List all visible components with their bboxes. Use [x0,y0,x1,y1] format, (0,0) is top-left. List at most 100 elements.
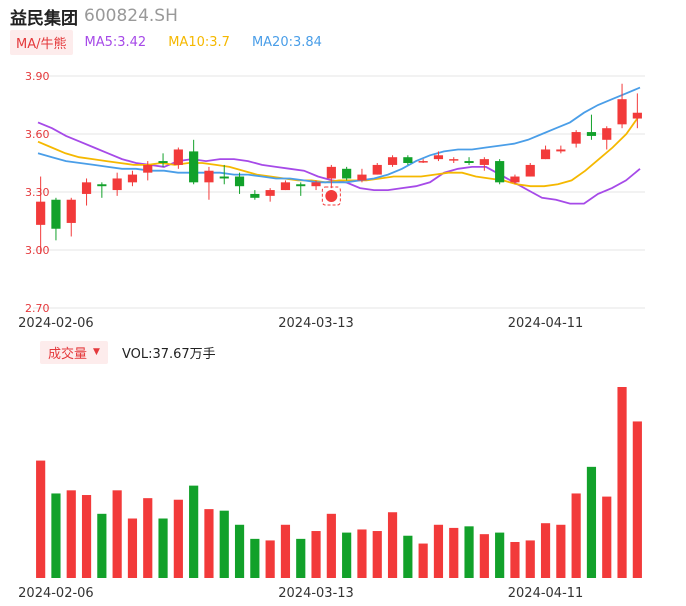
volume-bar [540,523,551,578]
candle-body [311,182,321,187]
candle [265,188,275,202]
candle-body [464,161,474,163]
candle [158,153,168,167]
volume-bar [586,466,597,578]
candle-body [479,159,489,165]
candle-body [66,199,76,223]
volume-bar [602,496,612,578]
y-tick-label: 2.70 [25,302,50,315]
candle-body [112,178,122,191]
candle-body [296,184,306,187]
candle-body [36,201,46,225]
candle-body [265,190,275,196]
candle [342,166,352,181]
candle [556,145,566,154]
candle-body [510,176,520,183]
price-grid [33,75,645,309]
volume-bar [617,387,627,578]
candle [97,182,107,198]
volume-bar [204,509,214,578]
ma5-label: MA5:3.42 [84,34,147,50]
ma5-line [37,121,641,205]
y-tick-label: 3.60 [25,128,50,141]
volume-bar [127,518,138,578]
candle-body [495,161,505,183]
candle-body [342,168,352,179]
volume-bar [418,543,428,578]
moving-average-lines [37,86,641,205]
candle [143,161,153,181]
candle-body [387,157,398,165]
stock-code: 600824.SH [84,6,178,26]
candle [571,130,581,148]
ma20-line [37,86,641,184]
candle-body [617,99,627,125]
volume-bar [326,513,336,578]
volume-bar [112,490,122,578]
candle [173,147,183,169]
volume-bar [143,498,153,578]
y-tick-label: 3.90 [25,70,50,83]
volume-bar [479,534,489,578]
candle [357,168,367,183]
volume-bar [495,532,505,578]
event-marker-frame [321,186,341,206]
candle [189,139,199,185]
x-date-label: 2024-02-06 [18,316,94,331]
candle [296,182,306,196]
volume-bar [189,485,199,578]
candle [632,93,642,129]
ma-indicator-tab[interactable]: MA/牛熊 [10,29,73,55]
caret-down-icon: ▼ [93,347,100,357]
candle [311,180,321,191]
candle-body [525,164,535,177]
candle-body [204,170,214,183]
candle [112,172,122,196]
candle-body [357,174,367,181]
candle [372,163,382,175]
volume-indicator-tab[interactable]: 成交量 ▼ [40,340,108,364]
x-date-label: 2024-04-11 [508,586,584,601]
volume-bar [296,538,306,578]
volume-bar [158,518,168,578]
volume-bar [280,524,291,578]
volume-bar [403,535,413,578]
volume-bar [449,527,459,578]
candle [617,83,627,129]
candle [234,172,245,194]
candle [204,166,214,200]
candle-body [602,128,612,140]
volume-tab-label: 成交量 [48,346,88,362]
candle [36,176,46,254]
volume-bar [433,524,444,578]
candle [418,159,428,163]
event-marker [321,186,341,206]
candle [250,190,260,200]
candle-body [219,176,229,179]
candle-body [632,112,642,119]
volume-bar [525,540,535,578]
candle [602,126,612,150]
candle-body [189,151,199,183]
date-axis-labels: 2024-02-06 2024-02-06 2024-03-13 2024-03-13… [18,316,583,601]
ma20-label: MA20:3.84 [251,34,322,50]
candle [326,164,336,189]
candle-body [326,166,336,179]
candle-body [556,149,566,152]
candle-body [433,155,444,160]
candle [387,155,398,167]
volume-bars [36,387,642,578]
x-date-label: 2024-03-13 [278,316,354,331]
candle [479,157,489,171]
candle [127,170,138,187]
candle-body [586,132,597,136]
candle-body [540,149,551,160]
volume-bar [372,531,382,578]
candle [464,157,474,165]
y-tick-label: 3.00 [25,244,50,257]
volume-bar [173,499,183,578]
candle [403,155,413,165]
volume-bar [571,493,581,578]
candlestick-series [36,83,642,254]
ma10-line [37,114,641,188]
